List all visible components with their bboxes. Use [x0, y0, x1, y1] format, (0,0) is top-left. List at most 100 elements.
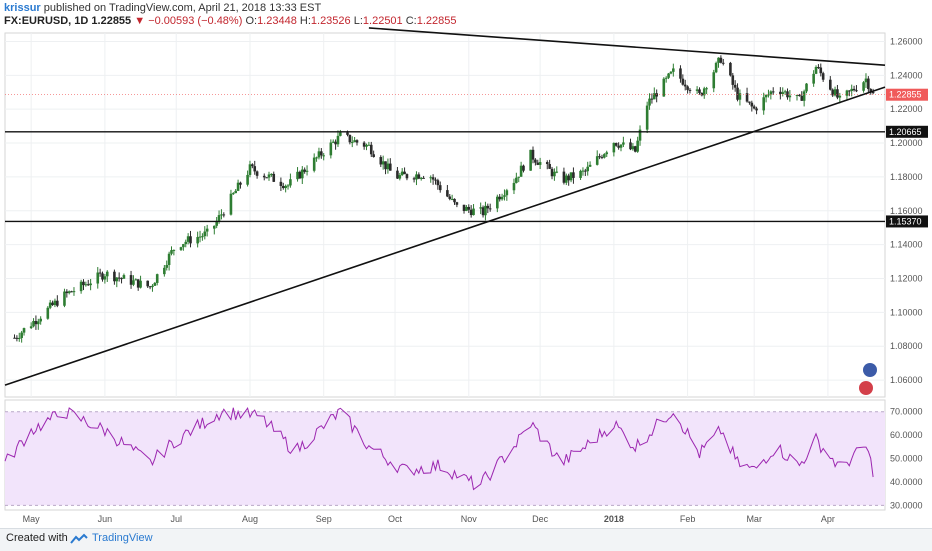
candle-down [755, 108, 758, 111]
candle-down [836, 89, 839, 98]
candle-up [151, 285, 154, 288]
candle-up [429, 177, 433, 179]
candle-up [212, 225, 216, 229]
candle-down [679, 68, 682, 79]
candle-down [148, 286, 152, 288]
candle-up [529, 149, 532, 171]
candle-down [405, 174, 409, 179]
candle-down [448, 196, 452, 199]
candle-up [172, 249, 176, 251]
candle-down [98, 272, 102, 274]
candle-up [648, 98, 651, 106]
event-icons[interactable] [859, 363, 877, 395]
candle-up [781, 92, 785, 94]
candle-down [534, 159, 537, 163]
candle-down [467, 206, 471, 210]
ohlc-header: FX:EURUSD, 1D 1.22855 ▼ −0.00593 (−0.48%… [4, 15, 457, 27]
candle-up [603, 154, 606, 158]
candle-up [833, 89, 837, 96]
candle-up [339, 132, 342, 136]
author-link[interactable]: krissur [4, 2, 41, 14]
us-event-icon [859, 381, 873, 395]
candle-up [705, 88, 708, 90]
candle-up [553, 171, 556, 177]
rsi-tick-label: 50.0000 [890, 454, 923, 464]
price-tick-label: 1.10000 [890, 307, 923, 317]
candle-down [117, 277, 121, 279]
candle-up [248, 164, 252, 175]
candle-down [403, 171, 406, 175]
candle-down [745, 93, 749, 102]
candle-down [721, 62, 725, 64]
candle-up [331, 141, 335, 143]
candle-down [869, 89, 873, 92]
axes: 1.26000 1.24000 1.22000 1.20000 1.18000 1.160… [23, 36, 923, 524]
candle-up [764, 95, 768, 98]
candle-up [636, 140, 639, 152]
candle-up [717, 57, 720, 63]
horizontal-levels[interactable]: 1.20665 1.15370 1.22855 [5, 88, 928, 228]
candle-down [698, 89, 701, 93]
price-tick-label: 1.26000 [890, 36, 923, 46]
candle-down [567, 175, 570, 181]
time-tick-label: Apr [821, 514, 835, 524]
last-price: 1.22855 [91, 15, 132, 27]
candle-up [105, 271, 109, 277]
candle-down [86, 284, 90, 286]
candle-up [286, 185, 290, 187]
candle-up [517, 176, 521, 178]
candle-up [664, 77, 668, 79]
candle-up [662, 78, 666, 97]
candle-up [579, 170, 582, 178]
candle-up [234, 190, 238, 194]
candle-down [129, 275, 133, 285]
candle-down [821, 73, 825, 80]
candle-down [683, 84, 687, 87]
candle-up [581, 170, 585, 172]
candle-down [729, 62, 732, 76]
candle-up [484, 205, 487, 216]
trendlines[interactable] [4, 27, 886, 386]
high-value: 1.23526 [310, 15, 351, 27]
candle-down [614, 142, 618, 146]
candle-up [305, 170, 309, 172]
candle-up [605, 152, 609, 155]
tradingview-link[interactable]: TradingView [92, 532, 153, 544]
candle-down [828, 79, 832, 90]
candle-down [731, 75, 735, 85]
candle-up [398, 175, 402, 179]
candle-down [70, 291, 73, 293]
candle-up [503, 195, 506, 197]
candle-up [419, 177, 423, 179]
candle-down [396, 170, 399, 179]
candle-up [215, 220, 218, 226]
candle-up [788, 95, 792, 98]
candle-up [96, 272, 100, 284]
candle-up [805, 83, 808, 92]
time-tick-label: Nov [461, 514, 478, 524]
candle-up [103, 276, 107, 280]
candle-down [852, 88, 856, 91]
rsi-tick-label: 60.0000 [890, 430, 923, 440]
candle-down [617, 145, 620, 148]
candle-up [17, 337, 21, 339]
price-tick-label: 1.08000 [890, 341, 923, 351]
candle-down [522, 165, 525, 171]
candle-down [113, 271, 116, 282]
candle-up [714, 62, 718, 73]
candle-down [455, 202, 459, 205]
chart-canvas[interactable]: 1.20665 1.15370 1.22855 1.26000 1.24000 1.22… [0, 0, 932, 528]
candle-down [750, 102, 754, 107]
candle-down [779, 91, 782, 94]
candle-down [686, 86, 689, 90]
candle-up [619, 144, 623, 148]
candle-up [500, 196, 504, 200]
support-trendline [4, 86, 886, 386]
candle-down [434, 179, 437, 181]
open-label: O: [245, 15, 258, 27]
candle-up [163, 267, 166, 275]
candle-up [246, 174, 249, 185]
candle-up [201, 236, 204, 238]
candle-down [733, 84, 737, 88]
rsi-tick-label: 70.0000 [890, 407, 923, 417]
